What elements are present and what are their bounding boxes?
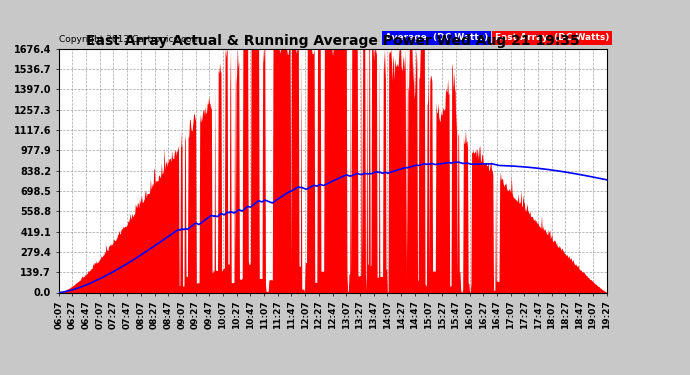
Text: Copyright 2013 Cartronics.com: Copyright 2013 Cartronics.com [59, 35, 200, 44]
Text: Average  (DC Watts): Average (DC Watts) [385, 33, 489, 42]
Text: East Array  (DC Watts): East Array (DC Watts) [495, 33, 609, 42]
Title: East Array Actual & Running Average Power Wed Aug 21 19:35: East Array Actual & Running Average Powe… [86, 34, 580, 48]
